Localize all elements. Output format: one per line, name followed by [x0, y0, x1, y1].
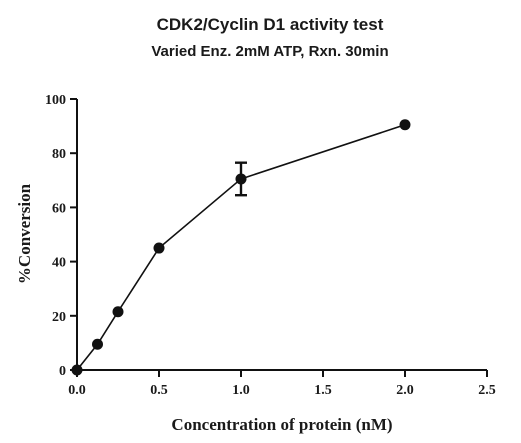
data-series — [71, 119, 411, 376]
y-tick-label: 100 — [45, 93, 66, 108]
data-point — [92, 338, 103, 350]
x-tick-label: 1.5 — [314, 383, 332, 398]
y-axis-label: %Conversion — [15, 183, 34, 284]
y-tick-label: 20 — [52, 310, 66, 325]
chart-subtitle: Varied Enz. 2mM ATP, Rxn. 30min — [151, 43, 388, 60]
y-tick-label: 0 — [59, 364, 66, 379]
chart-title: CDK2/Cyclin D1 activity test — [157, 15, 384, 34]
data-point — [71, 364, 83, 376]
y-tick-label: 60 — [52, 201, 66, 216]
y-tick-label: 40 — [52, 256, 66, 271]
x-tick-label: 2.5 — [478, 383, 496, 398]
x-axis: 0.0 0.5 1.0 1.5 2.0 2.5 — [68, 369, 496, 398]
data-point — [235, 173, 247, 185]
y-tick-label: 80 — [52, 147, 66, 162]
data-point — [112, 306, 124, 318]
x-axis-label: Concentration of protein (nM) — [171, 415, 392, 434]
y-axis: 0 20 40 60 80 100 — [45, 93, 78, 379]
x-tick-label: 0.5 — [150, 383, 168, 398]
x-tick-label: 2.0 — [396, 383, 414, 398]
data-point — [153, 242, 165, 254]
data-point — [399, 119, 411, 131]
x-tick-label: 0.0 — [68, 383, 86, 398]
x-tick-label: 1.0 — [232, 383, 250, 398]
